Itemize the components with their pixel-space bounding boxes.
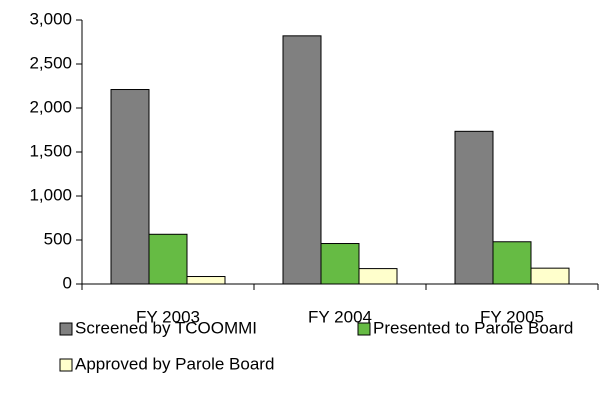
- y-tick-label: 2,500: [29, 53, 72, 72]
- x-tick-label: FY 2004: [308, 307, 372, 326]
- y-tick-label: 0: [63, 273, 72, 292]
- bar: [282, 35, 322, 285]
- legend-label: Screened by TCOOMMI: [75, 318, 257, 337]
- x-tick-label: FY 2005: [480, 307, 544, 326]
- bar: [320, 243, 360, 285]
- bar: [148, 233, 188, 285]
- y-tick-label: 500: [44, 229, 72, 248]
- legend-swatch: [357, 322, 371, 336]
- bar: [186, 276, 226, 285]
- legend-label: Presented to Parole Board: [373, 318, 573, 337]
- bar: [492, 241, 532, 285]
- y-tick-label: 1,000: [29, 185, 72, 204]
- legend-swatch: [59, 358, 73, 372]
- bar: [530, 267, 570, 285]
- legend-swatch: [59, 322, 73, 336]
- bar: [110, 89, 150, 285]
- y-tick-label: 1,500: [29, 141, 72, 160]
- x-tick-label: FY 2003: [136, 307, 200, 326]
- y-tick-label: 2,000: [29, 97, 72, 116]
- bar: [358, 268, 398, 285]
- y-tick-label: 3,000: [29, 9, 72, 28]
- legend-label: Approved by Parole Board: [75, 354, 274, 373]
- bar: [454, 130, 494, 285]
